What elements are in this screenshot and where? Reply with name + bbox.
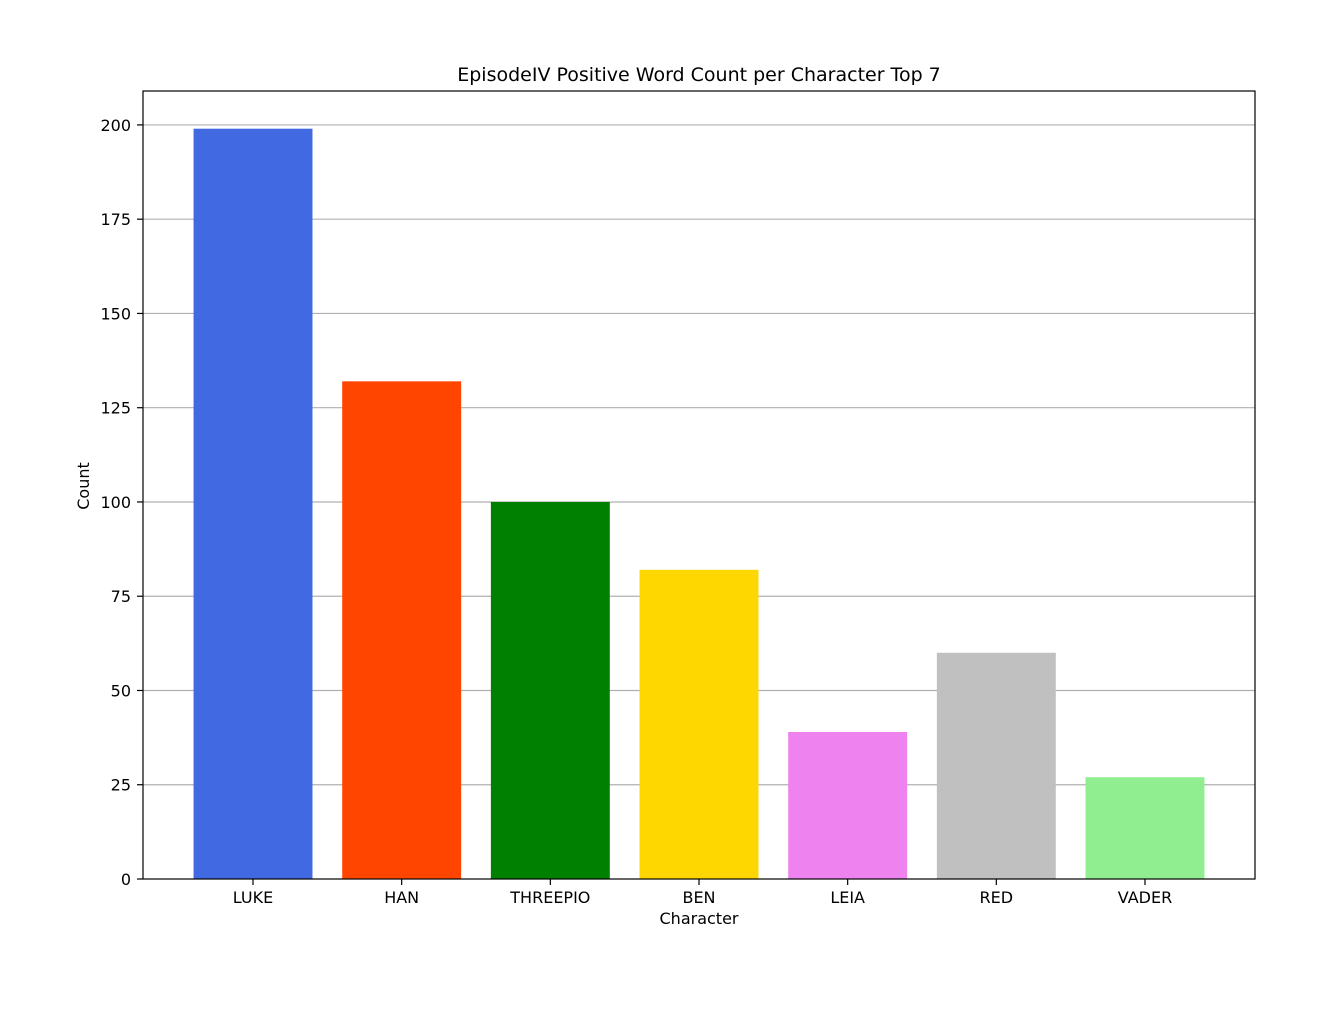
x-axis-label: Character <box>660 909 739 928</box>
y-tick-label: 50 <box>111 681 131 700</box>
x-tick-label-vader: VADER <box>1118 888 1172 907</box>
bars <box>193 128 1205 879</box>
x-tick-label-threepio: THREEPIO <box>509 888 590 907</box>
bar-red <box>936 652 1056 879</box>
bar-ben <box>639 569 759 879</box>
y-tick-label: 125 <box>100 399 131 418</box>
bar-vader <box>1085 777 1205 879</box>
x-tick-label-luke: LUKE <box>233 888 273 907</box>
x-axis-ticks: LUKE HAN THREEPIO BEN LEIA RED VADER <box>233 879 1172 907</box>
y-axis-label: Count <box>74 462 93 510</box>
y-tick-label: 175 <box>100 210 131 229</box>
y-axis-ticks: 0 25 50 75 100 125 150 175 200 <box>100 116 143 889</box>
chart-title: EpisodeIV Positive Word Count per Charac… <box>457 64 941 86</box>
x-tick-label-ben: BEN <box>682 888 715 907</box>
bar-leia <box>788 731 908 879</box>
x-tick-label-han: HAN <box>384 888 419 907</box>
y-tick-label: 75 <box>111 587 131 606</box>
y-tick-label: 0 <box>121 870 131 889</box>
bar-han <box>342 381 462 879</box>
x-tick-label-red: RED <box>980 888 1014 907</box>
y-tick-label: 100 <box>100 493 131 512</box>
y-tick-label: 200 <box>100 116 131 135</box>
y-tick-label: 25 <box>111 776 131 795</box>
x-tick-label-leia: LEIA <box>830 888 865 907</box>
bar-threepio <box>490 501 610 879</box>
y-tick-label: 150 <box>100 304 131 323</box>
bar-luke <box>193 128 313 879</box>
